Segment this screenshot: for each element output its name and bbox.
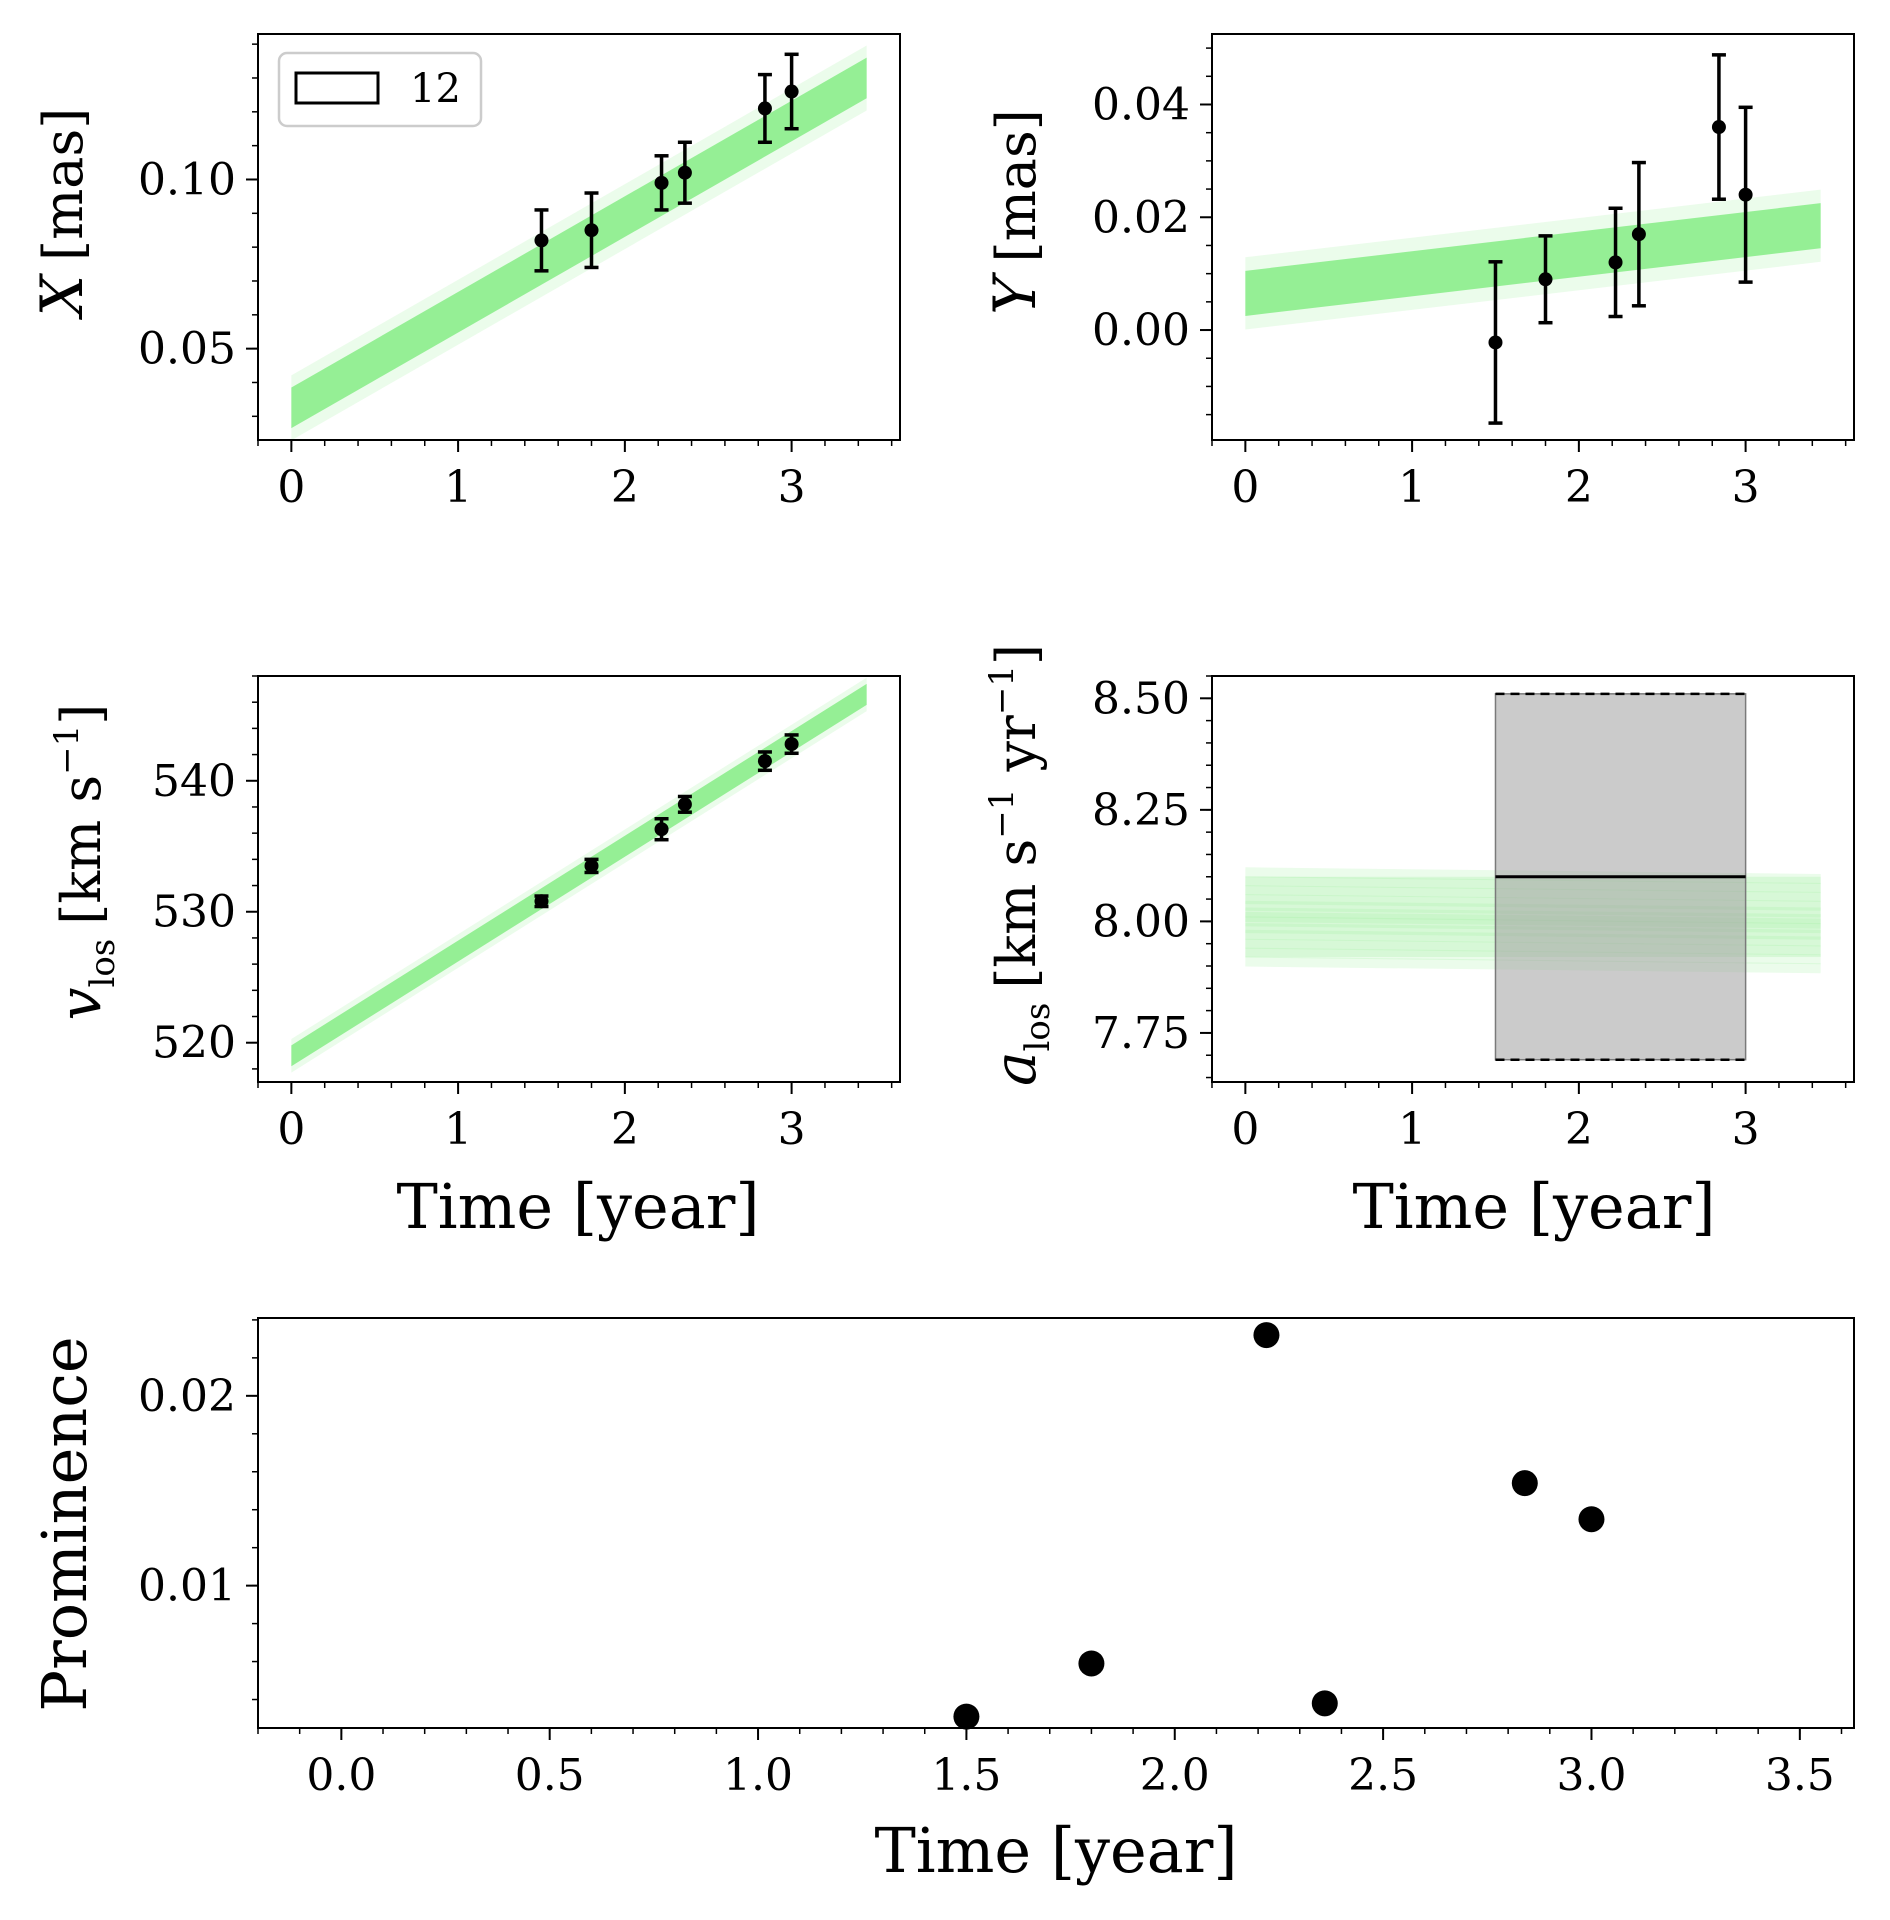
panel-vlos-ylabel: vlos[km s−1] xyxy=(46,704,123,1021)
data-point xyxy=(677,165,692,180)
y-tick-label: 0.02 xyxy=(1092,192,1190,243)
x-tick-label: 3 xyxy=(778,462,806,513)
data-point xyxy=(677,797,692,812)
data-point xyxy=(784,737,799,752)
panel-x-plot: 0 1 2 30.050.10 xyxy=(138,33,901,513)
data-point xyxy=(953,1703,980,1730)
x-tick-label: 0.0 xyxy=(306,1750,376,1801)
data-point xyxy=(1078,1650,1105,1677)
panel-y-plot: 0 1 2 3 0.00 0.02 0.04 xyxy=(1092,33,1855,513)
x-tick-label: 2 xyxy=(611,462,639,513)
panel-x-legend: 12 xyxy=(277,51,483,128)
data-point xyxy=(1711,120,1726,135)
x-tick-label: 2.5 xyxy=(1348,1750,1418,1801)
x-tick-label: 1.5 xyxy=(931,1750,1001,1801)
fit-band xyxy=(291,683,867,1067)
y-tick-label: 8.00 xyxy=(1092,896,1190,947)
panel-prominence: 0.0 0.5 1.0 1.5 2.0 2.5 3.0 3.5 0.01 0.02 Promine… xyxy=(28,1317,1855,1887)
x-tick-label: 3 xyxy=(778,1104,806,1155)
axes-frame xyxy=(257,675,901,1083)
x-tick-label: 1 xyxy=(444,1104,472,1155)
data-point xyxy=(584,223,599,238)
panel-vlos-plot: 0 1 2 3 520 530 540 xyxy=(152,675,901,1155)
panel-prominence-ylabel: Prominence xyxy=(28,1336,101,1711)
data-point xyxy=(1738,187,1753,202)
data-point xyxy=(757,101,772,116)
data-point xyxy=(584,858,599,873)
x-tick-label: 0 xyxy=(277,462,305,513)
y-tick-label: 0.04 xyxy=(1092,79,1190,130)
data-point xyxy=(1631,227,1646,242)
data-point xyxy=(1253,1322,1280,1349)
data-point xyxy=(1578,1506,1605,1533)
data-point xyxy=(1488,335,1503,350)
y-tick-label: 8.50 xyxy=(1092,673,1190,724)
panel-vlos: 0 1 2 3 520 530 540 vlos[km s−1] Time [year] xyxy=(46,675,901,1243)
panel-alos-plot: 0 1 2 3 7.75 8.00 8.25 8.50 xyxy=(1092,673,1855,1155)
y-tick-label: 0.01 xyxy=(138,1561,236,1612)
y-tick-label: 520 xyxy=(152,1018,236,1069)
data-point xyxy=(654,822,669,837)
x-tick-label: 1 xyxy=(444,462,472,513)
x-tick-label: 1.0 xyxy=(723,1750,793,1801)
axes-frame xyxy=(1211,33,1855,441)
panel-y-ylabel: Y[mas] xyxy=(981,109,1049,315)
data-point xyxy=(1608,255,1623,270)
x-tick-label: 1 xyxy=(1398,1104,1426,1155)
panel-prominence-xlabel: Time [year] xyxy=(874,1814,1237,1887)
legend-swatch xyxy=(294,71,380,105)
y-tick-label: 0.05 xyxy=(138,324,236,375)
x-tick-label: 2.0 xyxy=(1140,1750,1210,1801)
panel-alos-xlabel: Time [year] xyxy=(1352,1170,1715,1243)
panel-vlos-xlabel: Time [year] xyxy=(396,1170,759,1243)
y-tick-label: 0.02 xyxy=(138,1371,236,1422)
data-point xyxy=(534,894,549,909)
x-tick-label: 0 xyxy=(1231,462,1259,513)
x-tick-label: 2 xyxy=(1565,462,1593,513)
fit-band xyxy=(1245,203,1821,316)
panel-alos: 0 1 2 3 7.75 8.00 8.25 8.50 alos[km s−1 yr−1] T… xyxy=(981,644,1855,1243)
x-tick-label: 3 xyxy=(1732,1104,1760,1155)
x-tick-label: 0.5 xyxy=(515,1750,585,1801)
panel-alos-ylabel: alos[km s−1 yr−1] xyxy=(981,644,1058,1086)
data-point xyxy=(534,233,549,248)
x-tick-label: 1 xyxy=(1398,462,1426,513)
panel-y: 0 1 2 3 0.00 0.02 0.04 Y[mas] xyxy=(981,33,1855,513)
panel-prominence-plot: 0.0 0.5 1.0 1.5 2.0 2.5 3.0 3.5 0.01 0.02 xyxy=(138,1317,1855,1801)
y-tick-label: 7.75 xyxy=(1092,1008,1190,1059)
axes-frame xyxy=(257,1317,1855,1729)
y-tick-label: 0.00 xyxy=(1092,305,1190,356)
y-tick-label: 530 xyxy=(152,887,236,938)
data-point xyxy=(784,84,799,99)
data-point xyxy=(1538,272,1553,287)
x-tick-label: 3.0 xyxy=(1556,1750,1626,1801)
fit-band xyxy=(291,57,867,429)
x-tick-label: 0 xyxy=(277,1104,305,1155)
x-tick-label: 3 xyxy=(1732,462,1760,513)
legend-entry: 12 xyxy=(410,66,461,112)
y-tick-label: 540 xyxy=(152,756,236,807)
data-point xyxy=(1311,1690,1338,1717)
data-point xyxy=(1511,1470,1538,1497)
x-tick-label: 2 xyxy=(611,1104,639,1155)
axes-frame xyxy=(1211,675,1855,1083)
legend-frame xyxy=(277,51,483,128)
x-tick-label: 0 xyxy=(1231,1104,1259,1155)
panel-x-ylabel: X[mas] xyxy=(28,108,96,321)
y-tick-label: 0.10 xyxy=(138,154,236,205)
x-tick-label: 2 xyxy=(1565,1104,1593,1155)
axes-frame xyxy=(257,33,901,441)
x-tick-label: 3.5 xyxy=(1765,1750,1835,1801)
panel-x: 0 1 2 30.050.10 X[mas] 12 xyxy=(28,33,901,513)
data-point xyxy=(757,754,772,769)
data-point xyxy=(654,175,669,190)
y-tick-label: 8.25 xyxy=(1092,785,1190,836)
